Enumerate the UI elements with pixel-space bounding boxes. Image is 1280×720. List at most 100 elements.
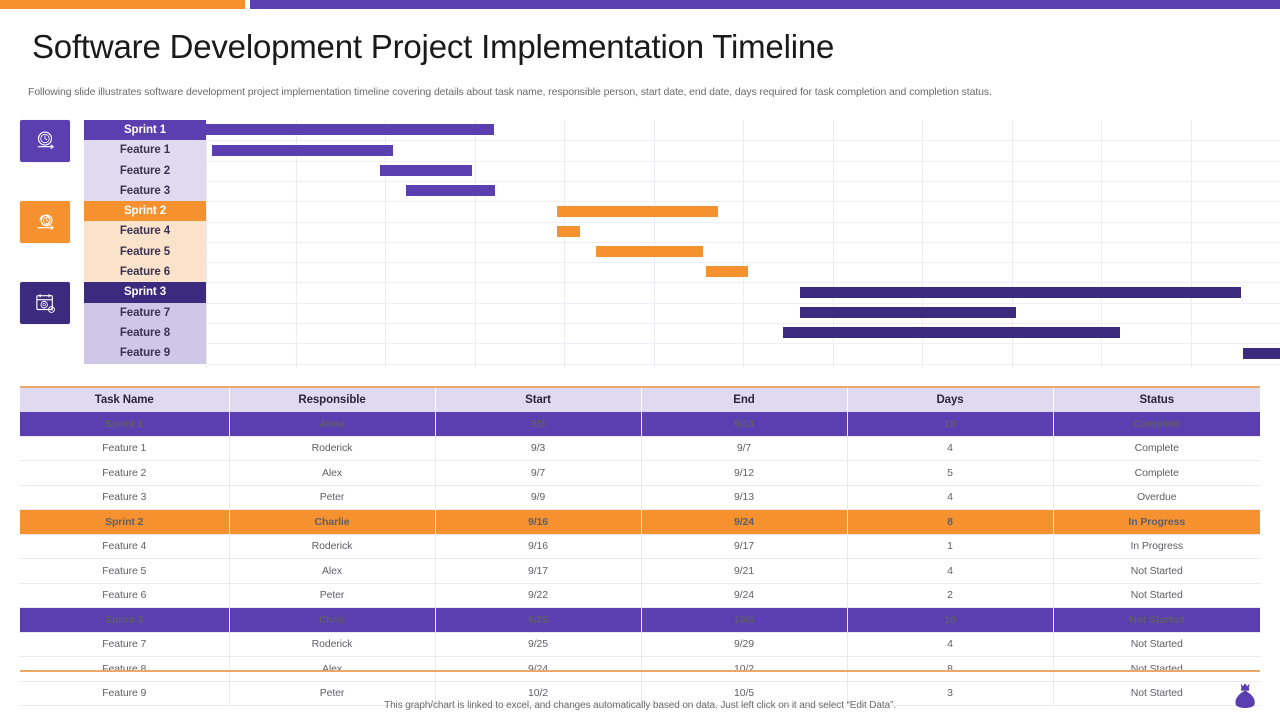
table-cell: Complete — [1053, 436, 1260, 461]
gantt-gridline-horizontal — [206, 364, 1280, 365]
table-cell: 10/2 — [641, 656, 848, 682]
table-cell: Roderick — [229, 436, 436, 461]
calendar-clock-icon — [20, 282, 70, 324]
gantt-row-label: Feature 2 — [84, 160, 206, 181]
table-cell: 9/17 — [435, 558, 642, 584]
table-column-header: Start — [435, 388, 642, 412]
table-cell: Roderick — [229, 534, 436, 559]
table-top-rule — [20, 386, 1260, 388]
gantt-row-labels: Sprint 1 Feature 1 Feature 2 Feature 3 Sprin… — [84, 120, 206, 364]
table-cell: 10/5 — [641, 607, 848, 633]
sprint-cycle-clock-icon — [20, 201, 70, 243]
gantt-gridline-horizontal — [206, 282, 1280, 283]
table-cell: 8 — [847, 509, 1054, 535]
gantt-bar — [706, 266, 749, 278]
table-cell: Overdue — [1053, 485, 1260, 510]
table-cell: 9/3 — [435, 412, 642, 437]
table-row: Feature 8 Alex 9/24 10/2 8 Not Started — [20, 656, 1260, 682]
gantt-bar — [799, 307, 1016, 318]
table-row: Sprint 3 Chris 9/25 10/5 10 Not Started — [20, 607, 1260, 633]
gantt-chart: Sprint 1 Feature 1 Feature 2 Feature 3 Sprin… — [20, 120, 1280, 368]
table-column-header: Responsible — [229, 388, 436, 412]
table-cell: 9/13 — [641, 485, 848, 510]
table-cell: Feature 3 — [20, 485, 230, 510]
table-header-row: Task Name Responsible Start End Days Status — [20, 388, 1260, 412]
table-cell: Feature 9 — [20, 681, 230, 706]
table-cell: 9/13 — [641, 412, 848, 437]
gantt-gridline-vertical — [922, 120, 923, 368]
table-cell: Not Started — [1053, 583, 1260, 608]
table-row: Feature 5 Alex 9/17 9/21 4 Not Started — [20, 558, 1260, 584]
table-column-header: Days — [847, 388, 1054, 412]
gantt-gridline-horizontal — [206, 201, 1280, 202]
table-row: Sprint 2 Charlie 9/16 9/24 8 In Progress — [20, 509, 1260, 535]
table-cell: 9/12 — [641, 460, 848, 486]
table-cell: Feature 2 — [20, 460, 230, 486]
table-cell: 2 — [847, 583, 1054, 608]
table-cell: 9/3 — [435, 436, 642, 461]
table-cell: 9/17 — [641, 534, 848, 559]
table-cell: 10 — [847, 607, 1054, 633]
table-cell: 4 — [847, 558, 1054, 584]
table-cell: 4 — [847, 436, 1054, 461]
gantt-gridline-horizontal — [206, 343, 1280, 344]
table-cell: 4 — [847, 485, 1054, 510]
table-bottom-rule — [20, 670, 1260, 672]
gantt-row-label: Feature 3 — [84, 180, 206, 202]
table-cell: Anna — [229, 412, 436, 437]
table-cell: Peter — [229, 583, 436, 608]
gantt-gridline-horizontal — [206, 323, 1280, 324]
gantt-bar — [595, 246, 704, 258]
gantt-gridline-vertical — [564, 120, 565, 368]
top-accent-bar-purple — [250, 0, 1280, 9]
gantt-gridline-vertical — [295, 120, 297, 368]
task-table: Task Name Responsible Start End Days Status S… — [20, 388, 1260, 706]
table-cell: Sprint 1 — [20, 412, 230, 437]
table-cell: 9/24 — [641, 509, 848, 535]
table-cell: Peter — [229, 485, 436, 510]
table-cell: 9/25 — [435, 607, 642, 633]
table-row: Feature 2 Alex 9/7 9/12 5 Complete — [20, 460, 1260, 486]
gantt-row-label: Feature 4 — [84, 221, 206, 242]
table-cell: Feature 4 — [20, 534, 230, 559]
gantt-bar — [782, 327, 1120, 339]
table-cell: Feature 1 — [20, 436, 230, 461]
table-column-header: Task Name — [20, 388, 230, 412]
table-cell: Complete — [1053, 412, 1260, 437]
table-cell: Feature 8 — [20, 656, 230, 682]
gantt-gridline-vertical — [206, 120, 207, 368]
table-row: Feature 1 Roderick 9/3 9/7 4 Complete — [20, 436, 1260, 461]
table-row: Feature 9 Peter 10/2 10/5 3 Not Started — [20, 681, 1260, 706]
table-cell: 9/7 — [641, 436, 848, 461]
gantt-gridline-vertical — [653, 120, 655, 368]
gantt-gridline-horizontal — [206, 181, 1280, 182]
table-cell: Feature 5 — [20, 558, 230, 584]
page-subtitle: Following slide illustrates software dev… — [28, 86, 992, 98]
sprint-clock-icon — [20, 120, 70, 162]
top-accent-bar-orange — [0, 0, 245, 9]
gantt-gridline-vertical — [1190, 120, 1192, 368]
gantt-gridline-vertical — [1011, 120, 1013, 368]
table-cell: Not Started — [1053, 558, 1260, 584]
table-cell: Alex — [229, 558, 436, 584]
gantt-gridline-vertical — [385, 120, 386, 368]
gantt-bar — [206, 124, 494, 136]
table-cell: 3 — [847, 681, 1054, 706]
gantt-bar — [405, 185, 495, 197]
table-cell: 9/9 — [435, 485, 642, 510]
top-accent-bars — [0, 0, 1280, 9]
table-cell: 8 — [847, 656, 1054, 682]
gantt-row-label: Feature 9 — [84, 343, 206, 364]
gantt-bar — [1243, 347, 1280, 359]
footer-note: This graph/chart is linked to excel, and… — [384, 700, 896, 711]
gantt-gridline-horizontal — [206, 242, 1280, 243]
table-row: Feature 6 Peter 9/22 9/24 2 Not Started — [20, 583, 1260, 608]
table-header: Task Name Responsible Start End Days Status — [20, 388, 1260, 412]
gantt-row-label: Feature 8 — [84, 322, 206, 344]
gantt-plot-area — [206, 120, 1280, 368]
gantt-row-label: Feature 1 — [84, 140, 206, 161]
page-title: Software Development Project Implementat… — [32, 28, 835, 65]
gantt-row-label: Feature 5 — [84, 241, 206, 263]
table-body: Sprint 1 Anna 9/3 9/13 10 Complete Feature 1 Ro… — [20, 412, 1260, 706]
gantt-bar — [557, 205, 719, 217]
